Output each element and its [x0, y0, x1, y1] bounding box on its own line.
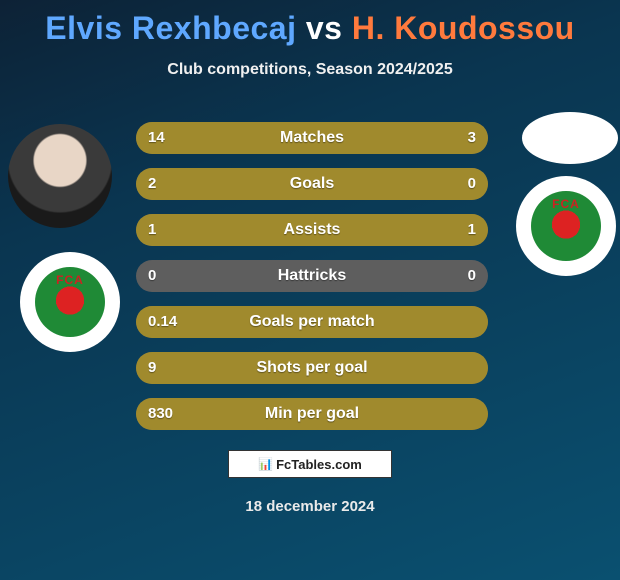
- stat-row: 830Min per goal: [136, 398, 488, 430]
- player2-club-badge: [516, 176, 616, 276]
- player1-club-badge: [20, 252, 120, 352]
- stat-label: Matches: [136, 122, 488, 154]
- stat-label: Goals: [136, 168, 488, 200]
- stat-row: 143Matches: [136, 122, 488, 154]
- stat-rows: 143Matches 20Goals 11Assists 00Hattricks 0.1…: [136, 122, 488, 444]
- stat-row: 0.14Goals per match: [136, 306, 488, 338]
- comparison-title: Elvis Rexhbecaj vs H. Koudossou: [0, 0, 620, 47]
- content: Elvis Rexhbecaj vs H. Koudossou Club com…: [0, 0, 620, 580]
- stat-label: Goals per match: [136, 306, 488, 338]
- club-badge-icon: [35, 267, 105, 337]
- player2-avatar: [522, 112, 618, 164]
- vs-text: vs: [306, 10, 343, 46]
- player1-avatar: [8, 124, 112, 228]
- credit-box: 📊 FcTables.com: [228, 450, 392, 478]
- stat-label: Min per goal: [136, 398, 488, 430]
- stat-label: Hattricks: [136, 260, 488, 292]
- stat-label: Shots per goal: [136, 352, 488, 384]
- player1-name: Elvis Rexhbecaj: [45, 10, 296, 46]
- stat-label: Assists: [136, 214, 488, 246]
- stat-row: 20Goals: [136, 168, 488, 200]
- subtitle: Club competitions, Season 2024/2025: [0, 61, 620, 79]
- stat-row: 00Hattricks: [136, 260, 488, 292]
- fctables-logo-icon: 📊: [258, 457, 272, 471]
- stat-row: 9Shots per goal: [136, 352, 488, 384]
- club-badge-icon: [531, 191, 601, 261]
- credit-text: FcTables.com: [276, 457, 362, 472]
- date-text: 18 december 2024: [0, 498, 620, 515]
- player2-name: H. Koudossou: [352, 10, 575, 46]
- stat-row: 11Assists: [136, 214, 488, 246]
